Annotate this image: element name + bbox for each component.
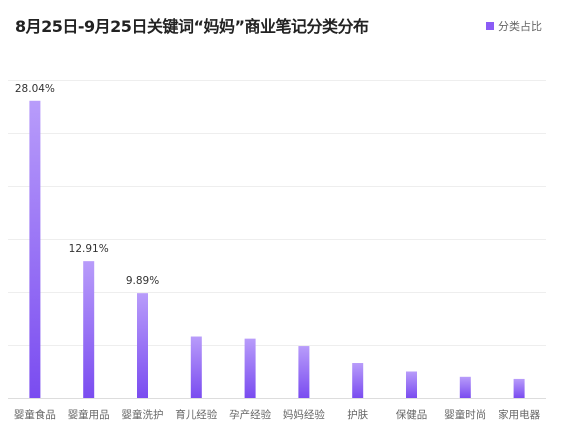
chart-title: 8月25日-9月25日关键词“妈妈”商业笔记分类分布 (15, 17, 369, 36)
bar-3 (137, 293, 148, 398)
data-label-1: 28.04% (15, 83, 55, 95)
grid-lines (8, 80, 546, 399)
bar-10 (513, 378, 525, 398)
legend-label: 分类占比 (498, 20, 542, 33)
x-tick-label-4: 育儿经验 (175, 408, 217, 421)
bar-2 (83, 261, 95, 398)
x-tick-label-3: 婴童洗护 (122, 408, 164, 421)
bar-6 (298, 346, 310, 398)
x-tick-label-10: 家用电器 (498, 408, 540, 421)
bar-7 (352, 363, 364, 398)
legend: 分类占比 (486, 18, 542, 34)
data-label-3: 9.89% (126, 275, 159, 287)
bar-9 (459, 376, 471, 398)
x-tick-label-9: 婴童时尚 (444, 408, 486, 421)
x-tick-labels: 婴童食品 婴童用品 婴童洗护 育儿经验 孕产经验 妈妈经验 护肤 保健品 婴童时尚 家用电器 (14, 408, 541, 421)
data-label-2: 12.91% (69, 243, 109, 255)
legend-swatch (486, 22, 494, 30)
bars (29, 100, 525, 398)
x-tick-label-2: 婴童用品 (68, 408, 110, 421)
x-tick-label-5: 孕产经验 (229, 408, 271, 421)
x-tick-label-7: 护肤 (347, 408, 368, 421)
x-tick-label-6: 妈妈经验 (283, 408, 325, 421)
bar-4 (190, 336, 202, 398)
bar-5 (244, 338, 256, 398)
bar-8 (406, 371, 417, 398)
data-labels: 28.04% 12.91% 9.89% (15, 83, 159, 287)
x-tick-label-1: 婴童食品 (14, 408, 56, 421)
x-tick-label-8: 保健品 (396, 408, 428, 421)
bar-1 (29, 100, 41, 398)
